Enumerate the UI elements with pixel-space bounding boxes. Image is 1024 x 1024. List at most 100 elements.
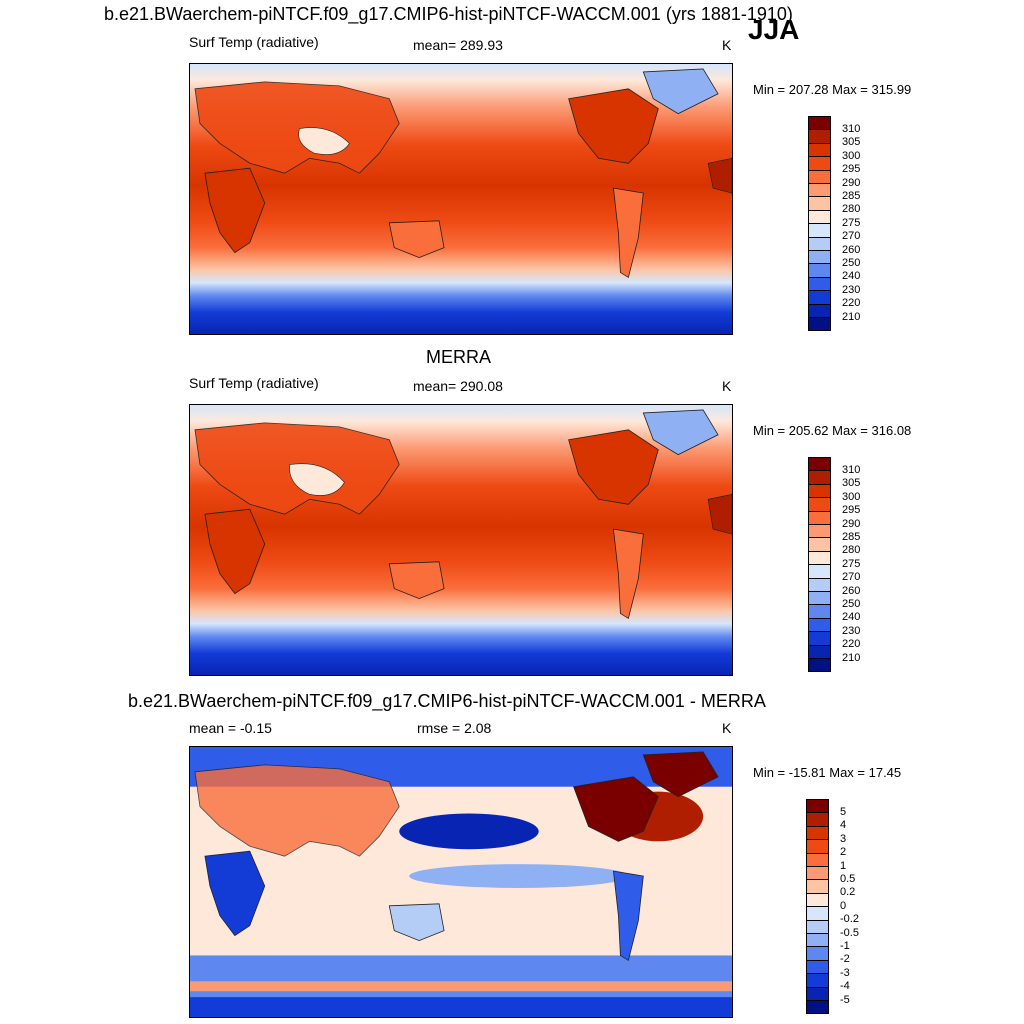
colorbar-swatch [806,812,829,827]
colorbar-swatch [806,839,829,854]
colorbar-swatch [806,799,829,814]
colorbar-swatch [806,892,829,908]
colorbar-swatch [808,223,831,238]
colorbar-swatch [808,564,831,579]
panel1-minmax-label: Min = 207.28 Max = 315.99 [753,82,912,97]
colorbar-tick-label: 275 [842,216,861,229]
panel3-units-label: K [722,720,732,736]
colorbar-tick-label: 230 [842,624,861,637]
colorbar-swatch [808,658,831,673]
panel3-colorbar: 5 4 3 2 1 0.5 0.2 0 -0.2 -0.5 -1 -2 -3 -4 -5 [806,799,866,1015]
colorbar-tick-label: 260 [842,243,861,256]
colorbar-tick-label: 295 [842,504,861,517]
colorbar-tick-label: -4 [840,980,850,993]
colorbar-tick-label: 275 [842,557,861,570]
panel1-units-label: K [722,37,732,53]
colorbar-swatch [806,825,829,841]
panel1-map [189,63,733,335]
season-label: JJA [748,14,800,45]
colorbar-swatch [808,236,831,251]
colorbar-swatch [808,577,831,592]
panel1-colorbar: 310 305 300 295 290 285 280 275 270 260 250 240 230 2… [808,116,868,332]
colorbar-swatch [808,183,831,198]
panel2-mean-label: mean= 290.08 [413,378,503,394]
colorbar-swatch [806,973,829,988]
colorbar-swatch [808,604,831,619]
colorbar-swatch [806,946,829,961]
colorbar-swatch [808,317,831,332]
colorbar-swatch [808,617,831,633]
colorbar-swatch [806,986,829,1001]
colorbar-swatch [808,591,831,606]
colorbar-swatch [808,129,831,144]
colorbar-tick-label: -3 [840,966,850,979]
colorbar-tick-label: 2 [840,846,847,859]
colorbar-swatch [806,906,829,921]
colorbar-tick-label: 285 [842,189,861,202]
colorbar-tick-label: 210 [842,310,861,323]
colorbar-tick-label: 0.5 [840,872,856,885]
colorbar-swatch [808,497,831,512]
colorbar-swatch [808,524,831,539]
panel2-units-label: K [722,378,732,394]
colorbar-tick-label: 240 [842,611,861,624]
panel3-rmse-label: rmse = 2.08 [417,720,492,736]
colorbar-tick-label: 290 [842,176,861,189]
colorbar-tick-label: -1 [840,939,850,952]
colorbar-swatch [808,250,831,265]
colorbar-swatch [808,537,831,552]
colorbar-swatch [808,644,831,659]
colorbar-tick-label: -0.5 [840,926,859,939]
colorbar-tick-label: 3 [840,832,847,845]
colorbar-tick-label: 240 [842,270,861,283]
colorbar-tick-label: 280 [842,544,861,557]
colorbar-tick-label: 310 [842,463,861,476]
colorbar-swatch [806,959,829,975]
panel2-map [189,404,733,676]
colorbar-tick-label: 305 [842,136,861,149]
colorbar-tick-label: 300 [842,149,861,162]
panel3-map [189,746,733,1018]
panel1-title: b.e21.BWaerchem-piNTCF.f09_g17.CMIP6-his… [104,4,793,24]
colorbar-swatch [808,470,831,485]
colorbar-tick-label: 220 [842,638,861,651]
colorbar-swatch [808,631,831,646]
panel1-variable-label: Surf Temp (radiative) [189,34,319,50]
colorbar-tick-label: 300 [842,490,861,503]
colorbar-tick-label: -2 [840,953,850,966]
colorbar-tick-label: 270 [842,571,861,584]
colorbar-swatch [808,457,831,472]
colorbar-tick-label: 250 [842,256,861,269]
colorbar-tick-label: 4 [840,819,847,832]
colorbar-swatch [808,276,831,292]
colorbar-tick-label: 270 [842,230,861,243]
panel3-minmax-label: Min = -15.81 Max = 17.45 [753,765,902,780]
colorbar-tick-label: 285 [842,530,861,543]
colorbar-swatch [808,116,831,131]
colorbar-swatch [808,209,831,225]
colorbar-tick-label: 0 [840,899,847,912]
colorbar-swatch [808,263,831,278]
colorbar-tick-label: 230 [842,283,861,296]
colorbar-swatch [808,142,831,158]
colorbar-swatch [806,852,829,867]
colorbar-swatch [806,879,829,894]
colorbar-tick-label: -0.2 [840,913,859,926]
colorbar-tick-label: 220 [842,297,861,310]
colorbar-tick-label: 305 [842,477,861,490]
colorbar-swatch [806,919,829,934]
colorbar-tick-label: 5 [840,805,847,818]
panel2-title: MERRA [426,347,492,367]
colorbar-swatch [808,303,831,318]
colorbar-tick-label: 1 [840,859,847,872]
colorbar-tick-label: 260 [842,584,861,597]
panel2-variable-label: Surf Temp (radiative) [189,375,319,391]
colorbar-tick-label: 280 [842,203,861,216]
panel3-title: b.e21.BWaerchem-piNTCF.f09_g17.CMIP6-his… [128,691,766,711]
colorbar-tick-label: 290 [842,517,861,530]
panel2-colorbar: 310 305 300 295 290 285 280 275 270 260 250 240 230 2… [808,457,868,673]
panel3-mean-label: mean = -0.15 [189,720,272,736]
panel1-mean-label: mean= 289.93 [413,37,503,53]
colorbar-tick-label: 310 [842,122,861,135]
colorbar-swatch [808,550,831,566]
